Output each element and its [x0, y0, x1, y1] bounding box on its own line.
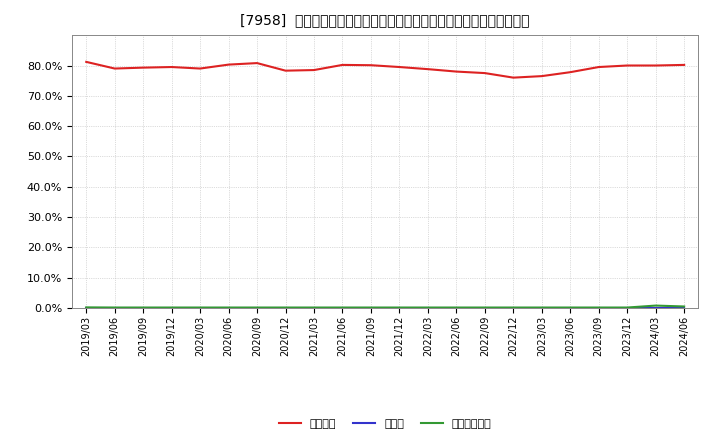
繰延税金資産	[395, 305, 404, 310]
繰延税金資産	[423, 305, 432, 310]
繰延税金資産	[480, 305, 489, 310]
自己資本	[652, 63, 660, 68]
自己資本	[282, 68, 290, 73]
のれん	[652, 305, 660, 311]
繰延税金資産	[366, 305, 375, 310]
繰延税金資産	[680, 304, 688, 309]
のれん	[338, 305, 347, 311]
自己資本	[452, 69, 461, 74]
繰延税金資産	[139, 305, 148, 310]
自己資本	[310, 67, 318, 73]
のれん	[623, 305, 631, 311]
自己資本	[395, 64, 404, 70]
のれん	[225, 305, 233, 311]
のれん	[310, 305, 318, 311]
のれん	[196, 305, 204, 311]
自己資本	[566, 70, 575, 75]
のれん	[167, 305, 176, 311]
繰延税金資産	[338, 305, 347, 310]
Line: 自己資本: 自己資本	[86, 62, 684, 77]
Line: 繰延税金資産: 繰延税金資産	[86, 305, 684, 308]
のれん	[537, 305, 546, 311]
自己資本	[110, 66, 119, 71]
自己資本	[366, 62, 375, 68]
Title: [7958]  自己資本、のれん、繰延税金資産の総資産に対する比率の推移: [7958] 自己資本、のれん、繰延税金資産の総資産に対する比率の推移	[240, 13, 530, 27]
のれん	[82, 305, 91, 311]
繰延税金資産	[452, 305, 461, 310]
繰延税金資産	[509, 305, 518, 310]
のれん	[139, 305, 148, 311]
繰延税金資産	[82, 305, 91, 310]
自己資本	[196, 66, 204, 71]
自己資本	[139, 65, 148, 70]
のれん	[282, 305, 290, 311]
繰延税金資産	[167, 305, 176, 310]
のれん	[595, 305, 603, 311]
繰延税金資産	[537, 305, 546, 310]
繰延税金資産	[196, 305, 204, 310]
繰延税金資産	[595, 305, 603, 310]
自己資本	[423, 66, 432, 72]
自己資本	[225, 62, 233, 67]
繰延税金資産	[623, 305, 631, 310]
繰延税金資産	[253, 305, 261, 310]
のれん	[395, 305, 404, 311]
自己資本	[167, 64, 176, 70]
のれん	[366, 305, 375, 311]
のれん	[480, 305, 489, 311]
のれん	[509, 305, 518, 311]
自己資本	[82, 59, 91, 65]
Legend: 自己資本, のれん, 繰延税金資産: 自己資本, のれん, 繰延税金資産	[274, 414, 496, 433]
自己資本	[480, 70, 489, 76]
自己資本	[338, 62, 347, 68]
繰延税金資産	[110, 305, 119, 310]
繰延税金資産	[652, 303, 660, 308]
のれん	[452, 305, 461, 311]
繰延税金資産	[282, 305, 290, 310]
のれん	[110, 305, 119, 311]
自己資本	[509, 75, 518, 80]
のれん	[680, 305, 688, 311]
繰延税金資産	[310, 305, 318, 310]
自己資本	[537, 73, 546, 79]
自己資本	[623, 63, 631, 68]
繰延税金資産	[225, 305, 233, 310]
自己資本	[253, 60, 261, 66]
繰延税金資産	[566, 305, 575, 310]
のれん	[423, 305, 432, 311]
自己資本	[595, 64, 603, 70]
のれん	[253, 305, 261, 311]
自己資本	[680, 62, 688, 68]
のれん	[566, 305, 575, 311]
